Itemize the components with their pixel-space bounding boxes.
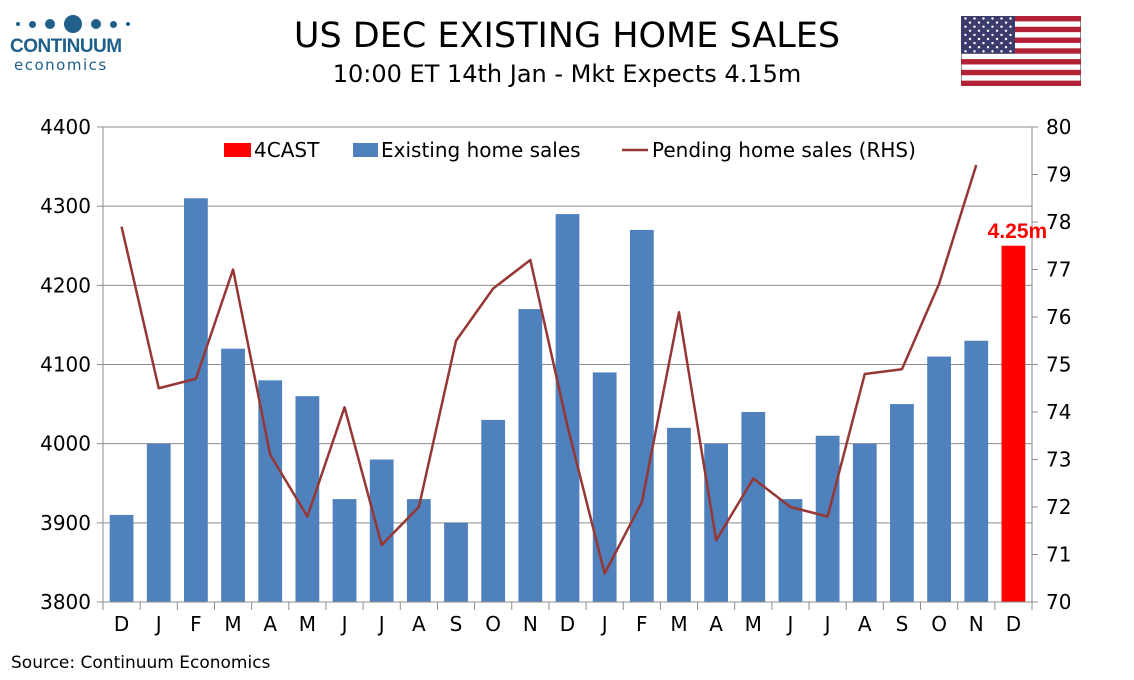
x-tick-label: F bbox=[636, 612, 648, 636]
source-note: Source: Continuum Economics bbox=[11, 653, 271, 673]
right-tick-label: 80 bbox=[1046, 115, 1071, 139]
legend: 4CAST Existing home sales Pending home s… bbox=[224, 138, 916, 162]
chart-subtitle: 10:00 ET 14th Jan - Mkt Expects 4.15m bbox=[332, 60, 802, 88]
x-tick-label: J bbox=[786, 612, 794, 636]
x-tick-label: M bbox=[224, 612, 241, 636]
bars bbox=[109, 198, 1026, 603]
existing-sales-bar bbox=[927, 356, 951, 602]
x-tick-label: S bbox=[896, 612, 909, 636]
left-tick-label: 3900 bbox=[40, 511, 91, 535]
right-tick-label: 74 bbox=[1046, 400, 1071, 424]
existing-sales-bar bbox=[481, 419, 506, 602]
left-tick-label: 4200 bbox=[40, 273, 91, 297]
logo-name: CONTINUUM bbox=[10, 36, 122, 57]
existing-sales-bar bbox=[258, 380, 283, 602]
existing-sales-bar bbox=[221, 348, 245, 602]
right-tick-label: 72 bbox=[1046, 495, 1071, 519]
left-tick-label: 3800 bbox=[40, 590, 91, 614]
x-tick-label: D bbox=[114, 612, 129, 636]
chart-title: US DEC EXISTING HOME SALES bbox=[293, 16, 841, 56]
existing-sales-bar bbox=[109, 514, 134, 602]
existing-sales-bar bbox=[184, 198, 208, 602]
x-tick-label: N bbox=[523, 612, 538, 636]
existing-sales-bar bbox=[741, 412, 766, 602]
forecast-annotation: 4.25m bbox=[988, 220, 1048, 243]
legend-label-4cast: 4CAST bbox=[254, 138, 320, 162]
legend-swatch-4cast bbox=[224, 143, 251, 157]
existing-sales-bar bbox=[592, 372, 617, 602]
right-tick-label: 76 bbox=[1046, 305, 1071, 329]
x-tick-label: M bbox=[299, 612, 316, 636]
left-tick-label: 4300 bbox=[40, 194, 91, 218]
existing-sales-bar bbox=[667, 427, 691, 602]
right-tick-label: 70 bbox=[1046, 590, 1071, 614]
x-tick-label: J bbox=[154, 612, 162, 636]
x-tick-label: A bbox=[709, 612, 723, 636]
right-tick-label: 78 bbox=[1046, 210, 1071, 234]
x-tick-label: D bbox=[560, 612, 575, 636]
existing-sales-bar bbox=[704, 443, 729, 602]
right-tick-label: 71 bbox=[1046, 543, 1071, 567]
right-tick-label: 73 bbox=[1046, 448, 1071, 472]
x-tick-label: A bbox=[263, 612, 277, 636]
x-tick-label: J bbox=[600, 612, 608, 636]
existing-sales-bar bbox=[369, 459, 394, 602]
x-tick-label: A bbox=[858, 612, 872, 636]
x-tick-label: M bbox=[670, 612, 687, 636]
continuum-logo: CONTINUUM economics bbox=[10, 14, 140, 74]
pending-sales-line bbox=[120, 164, 978, 575]
x-tick-label: F bbox=[190, 612, 202, 636]
existing-sales-bar bbox=[332, 499, 357, 602]
x-tick-label: J bbox=[823, 612, 831, 636]
x-tick-label: O bbox=[931, 612, 947, 636]
x-tick-label: N bbox=[969, 612, 984, 636]
pending-line bbox=[120, 164, 978, 575]
x-tick-label: A bbox=[412, 612, 426, 636]
left-tick-label: 4400 bbox=[40, 115, 91, 139]
existing-sales-bar bbox=[852, 443, 877, 602]
x-tick-label: S bbox=[450, 612, 463, 636]
existing-sales-bar bbox=[518, 309, 543, 602]
x-tick-label: M bbox=[745, 612, 762, 636]
existing-sales-bar bbox=[406, 499, 431, 602]
legend-label-existing: Existing home sales bbox=[381, 138, 581, 162]
right-tick-label: 75 bbox=[1046, 353, 1071, 377]
existing-sales-bar bbox=[629, 229, 654, 602]
x-tick-label: D bbox=[1006, 612, 1021, 636]
existing-sales-bar bbox=[890, 404, 914, 602]
logo-subtitle: economics bbox=[14, 56, 108, 74]
left-tick-label: 4000 bbox=[40, 432, 91, 456]
x-tick-label: J bbox=[377, 612, 385, 636]
us-flag-icon bbox=[961, 16, 1081, 86]
legend-swatch-existing bbox=[353, 143, 378, 157]
logo-dots-icon bbox=[10, 14, 140, 34]
existing-sales-bar bbox=[778, 499, 803, 602]
right-tick-label: 77 bbox=[1046, 258, 1071, 282]
existing-sales-bar bbox=[146, 443, 171, 602]
legend-label-pending: Pending home sales (RHS) bbox=[652, 138, 916, 162]
right-tick-label: 79 bbox=[1046, 163, 1071, 187]
existing-sales-bar bbox=[555, 214, 580, 603]
existing-sales-bar bbox=[964, 340, 989, 602]
forecast-bar bbox=[1001, 245, 1026, 602]
x-tick-label: O bbox=[485, 612, 501, 636]
x-tick-label: J bbox=[340, 612, 348, 636]
left-tick-label: 4100 bbox=[40, 353, 91, 377]
axes: 3800 3900 4000 4100 4200 4300 4400 70 71 72 73 74 75… bbox=[40, 115, 1071, 636]
existing-sales-bar bbox=[295, 396, 320, 602]
existing-sales-bar bbox=[444, 522, 468, 602]
existing-sales-bar bbox=[815, 435, 840, 602]
